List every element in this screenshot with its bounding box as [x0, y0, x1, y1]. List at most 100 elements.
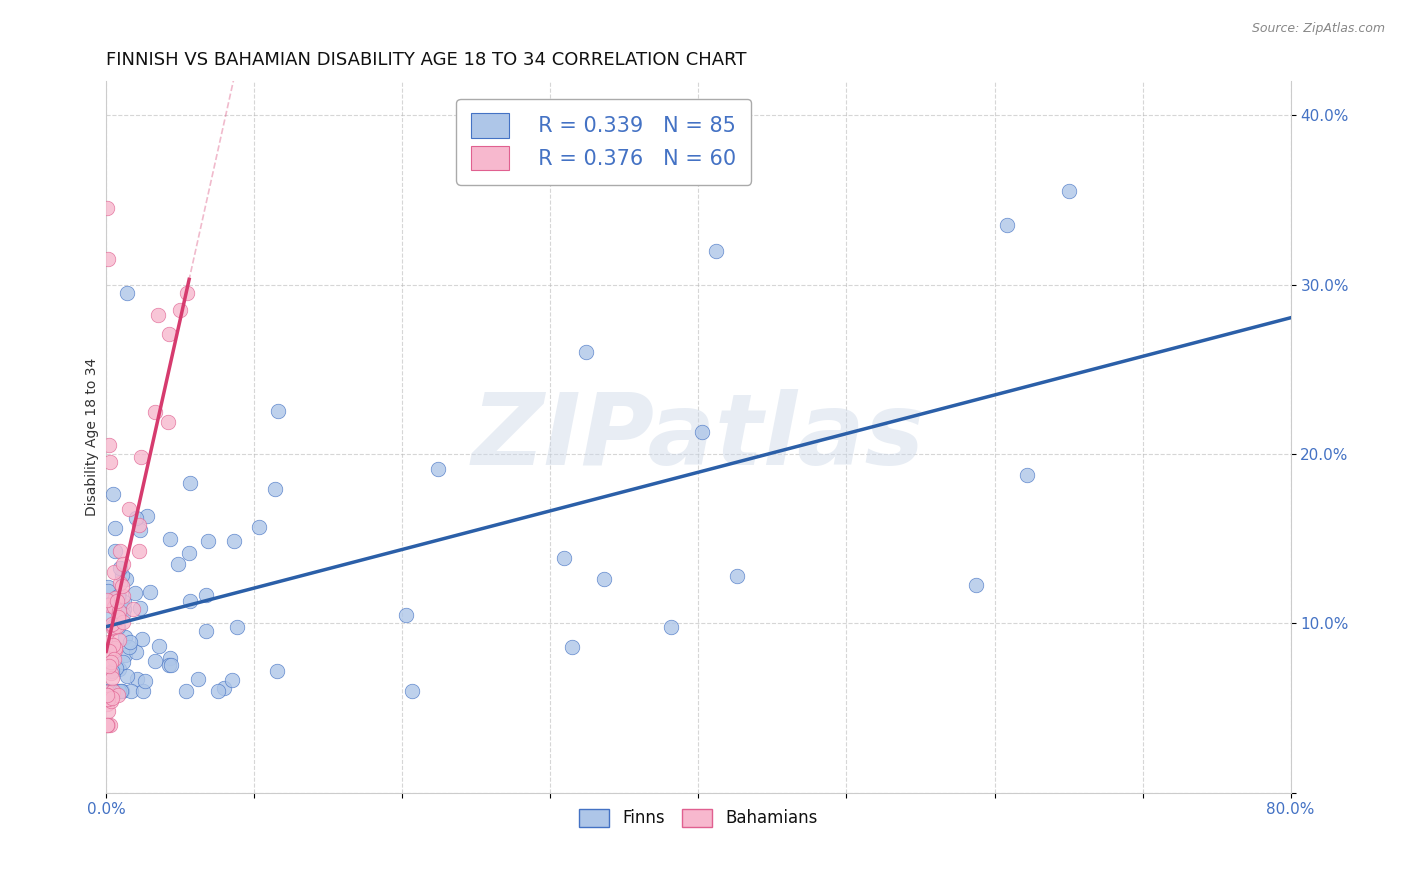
Point	[118, 635, 141, 649]
Point	[143, 654, 166, 668]
Point	[98, 455, 121, 469]
Point	[131, 632, 153, 646]
Point	[98, 718, 121, 732]
Point	[103, 521, 125, 535]
Point	[97, 691, 120, 706]
Point	[108, 662, 131, 676]
Point	[101, 691, 124, 706]
Point	[159, 650, 181, 665]
Point	[187, 673, 209, 687]
Point	[704, 244, 727, 258]
Point	[111, 684, 134, 698]
Point	[107, 589, 129, 603]
Point	[108, 544, 131, 558]
Text: FINNISH VS BAHAMIAN DISABILITY AGE 18 TO 34 CORRELATION CHART: FINNISH VS BAHAMIAN DISABILITY AGE 18 TO…	[107, 51, 747, 69]
Point	[160, 657, 183, 672]
Point	[128, 544, 150, 558]
Point	[195, 624, 218, 638]
Point	[107, 684, 129, 698]
Point	[96, 689, 118, 703]
Point	[125, 645, 148, 659]
Point	[179, 475, 201, 490]
Point	[105, 661, 128, 675]
Text: Source: ZipAtlas.com: Source: ZipAtlas.com	[1251, 22, 1385, 36]
Point	[122, 602, 145, 616]
Point	[98, 599, 121, 613]
Point	[104, 684, 127, 698]
Point	[593, 572, 616, 586]
Point	[124, 585, 146, 599]
Point	[114, 630, 136, 644]
Point	[214, 681, 236, 696]
Point	[103, 620, 125, 634]
Point	[125, 511, 148, 525]
Point	[96, 718, 118, 732]
Point	[148, 639, 170, 653]
Point	[264, 482, 287, 496]
Point	[96, 685, 118, 699]
Point	[108, 611, 131, 625]
Point	[101, 622, 124, 636]
Point	[110, 561, 132, 575]
Point	[159, 533, 181, 547]
Point	[97, 644, 120, 658]
Point	[267, 404, 290, 418]
Point	[107, 620, 129, 634]
Point	[103, 599, 125, 614]
Point	[96, 697, 118, 711]
Point	[159, 326, 181, 341]
Point	[134, 673, 156, 688]
Point	[97, 584, 120, 599]
Point	[197, 534, 219, 549]
Point	[174, 684, 197, 698]
Point	[225, 620, 247, 634]
Point	[427, 461, 450, 475]
Point	[553, 551, 575, 566]
Point	[118, 640, 141, 654]
Point	[143, 405, 166, 419]
Point	[112, 595, 135, 609]
Point	[107, 609, 129, 624]
Point	[96, 718, 118, 732]
Point	[157, 658, 180, 673]
Point	[100, 616, 122, 631]
Point	[561, 640, 583, 654]
Point	[129, 450, 152, 464]
Point	[725, 568, 748, 582]
Point	[207, 684, 229, 698]
Point	[108, 632, 131, 647]
Point	[101, 671, 124, 685]
Point	[107, 589, 129, 603]
Point	[128, 517, 150, 532]
Point	[111, 589, 134, 603]
Point	[101, 683, 124, 698]
Point	[107, 688, 129, 702]
Point	[103, 600, 125, 615]
Point	[129, 523, 152, 537]
Point	[111, 579, 134, 593]
Point	[125, 673, 148, 687]
Point	[575, 345, 598, 359]
Point	[659, 620, 682, 634]
Legend: Finns, Bahamians: Finns, Bahamians	[572, 802, 824, 834]
Point	[103, 651, 125, 665]
Point	[111, 615, 134, 629]
Point	[135, 509, 157, 524]
Text: ZIPatlas: ZIPatlas	[472, 389, 925, 485]
Point	[110, 684, 132, 698]
Point	[108, 604, 131, 618]
Point	[266, 664, 288, 678]
Point	[103, 591, 125, 606]
Point	[100, 655, 122, 669]
Point	[97, 580, 120, 594]
Point	[97, 635, 120, 649]
Point	[100, 665, 122, 680]
Point	[98, 597, 121, 611]
Y-axis label: Disability Age 18 to 34: Disability Age 18 to 34	[86, 358, 100, 516]
Point	[995, 219, 1018, 233]
Point	[101, 684, 124, 698]
Point	[104, 544, 127, 558]
Point	[146, 308, 169, 322]
Point	[1057, 185, 1080, 199]
Point	[105, 619, 128, 633]
